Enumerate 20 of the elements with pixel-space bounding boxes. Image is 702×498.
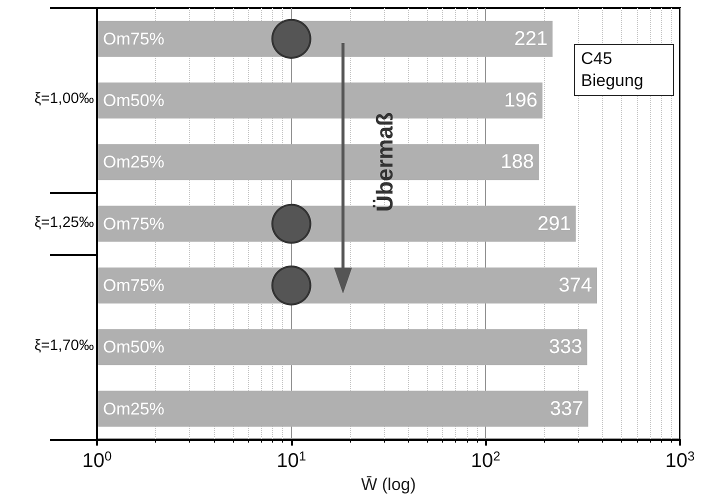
y-tick-label: Om50% [103,338,164,357]
y-tick-label: Om25% [103,399,164,418]
y-tick-label: Om25% [103,152,164,172]
annotation: Übermaß [372,112,399,212]
data-label: 337 [550,398,584,420]
annotation: C45 Biegung [574,44,674,96]
y-tick-label: Om75% [103,214,164,234]
data-label: 188 [500,151,534,174]
y-tick-label: Om75% [103,276,164,295]
data-label: 196 [504,89,538,112]
text: ξ=1,00‰ [34,90,94,108]
y-tick-label: Om50% [103,90,164,110]
data-label: 333 [548,336,582,358]
data-label: 374 [558,274,592,296]
y-tick-label: Om75% [103,29,164,48]
x-axis-title: W̄ (log) [361,475,416,494]
text: ξ=1,70‰ [34,337,94,354]
data-label: 291 [537,212,571,235]
text: ξ=1,25‰ [34,214,94,231]
data-label: 221 [514,28,548,50]
